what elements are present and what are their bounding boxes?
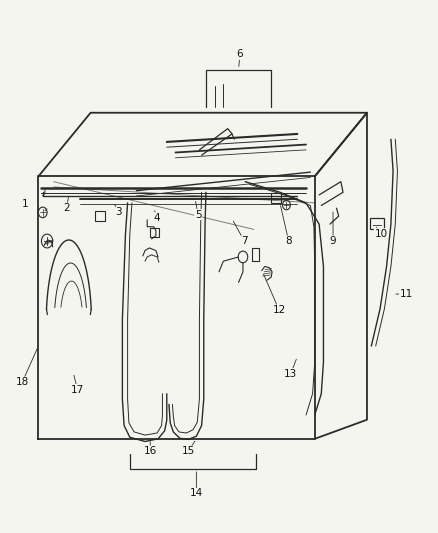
Bar bbox=[150, 228, 159, 237]
Text: 18: 18 bbox=[16, 377, 29, 387]
Text: 11: 11 bbox=[399, 289, 413, 299]
Text: 16: 16 bbox=[144, 446, 157, 456]
Text: 12: 12 bbox=[272, 305, 286, 315]
Text: 14: 14 bbox=[190, 488, 203, 498]
Text: 1: 1 bbox=[22, 199, 28, 209]
Text: 9: 9 bbox=[330, 236, 336, 246]
Text: 4: 4 bbox=[154, 213, 160, 223]
Text: 17: 17 bbox=[71, 384, 84, 394]
Bar bbox=[95, 212, 105, 221]
Text: 15: 15 bbox=[182, 446, 195, 456]
Text: 3: 3 bbox=[115, 207, 121, 217]
Text: 7: 7 bbox=[241, 236, 247, 246]
Bar bbox=[271, 193, 281, 203]
Text: 5: 5 bbox=[195, 209, 201, 220]
Text: 10: 10 bbox=[374, 229, 388, 239]
Text: 2: 2 bbox=[64, 203, 70, 213]
Text: 8: 8 bbox=[285, 236, 292, 246]
Bar bbox=[371, 217, 384, 229]
Bar bbox=[252, 248, 259, 261]
Text: 13: 13 bbox=[284, 369, 297, 378]
Text: 6: 6 bbox=[237, 50, 243, 59]
